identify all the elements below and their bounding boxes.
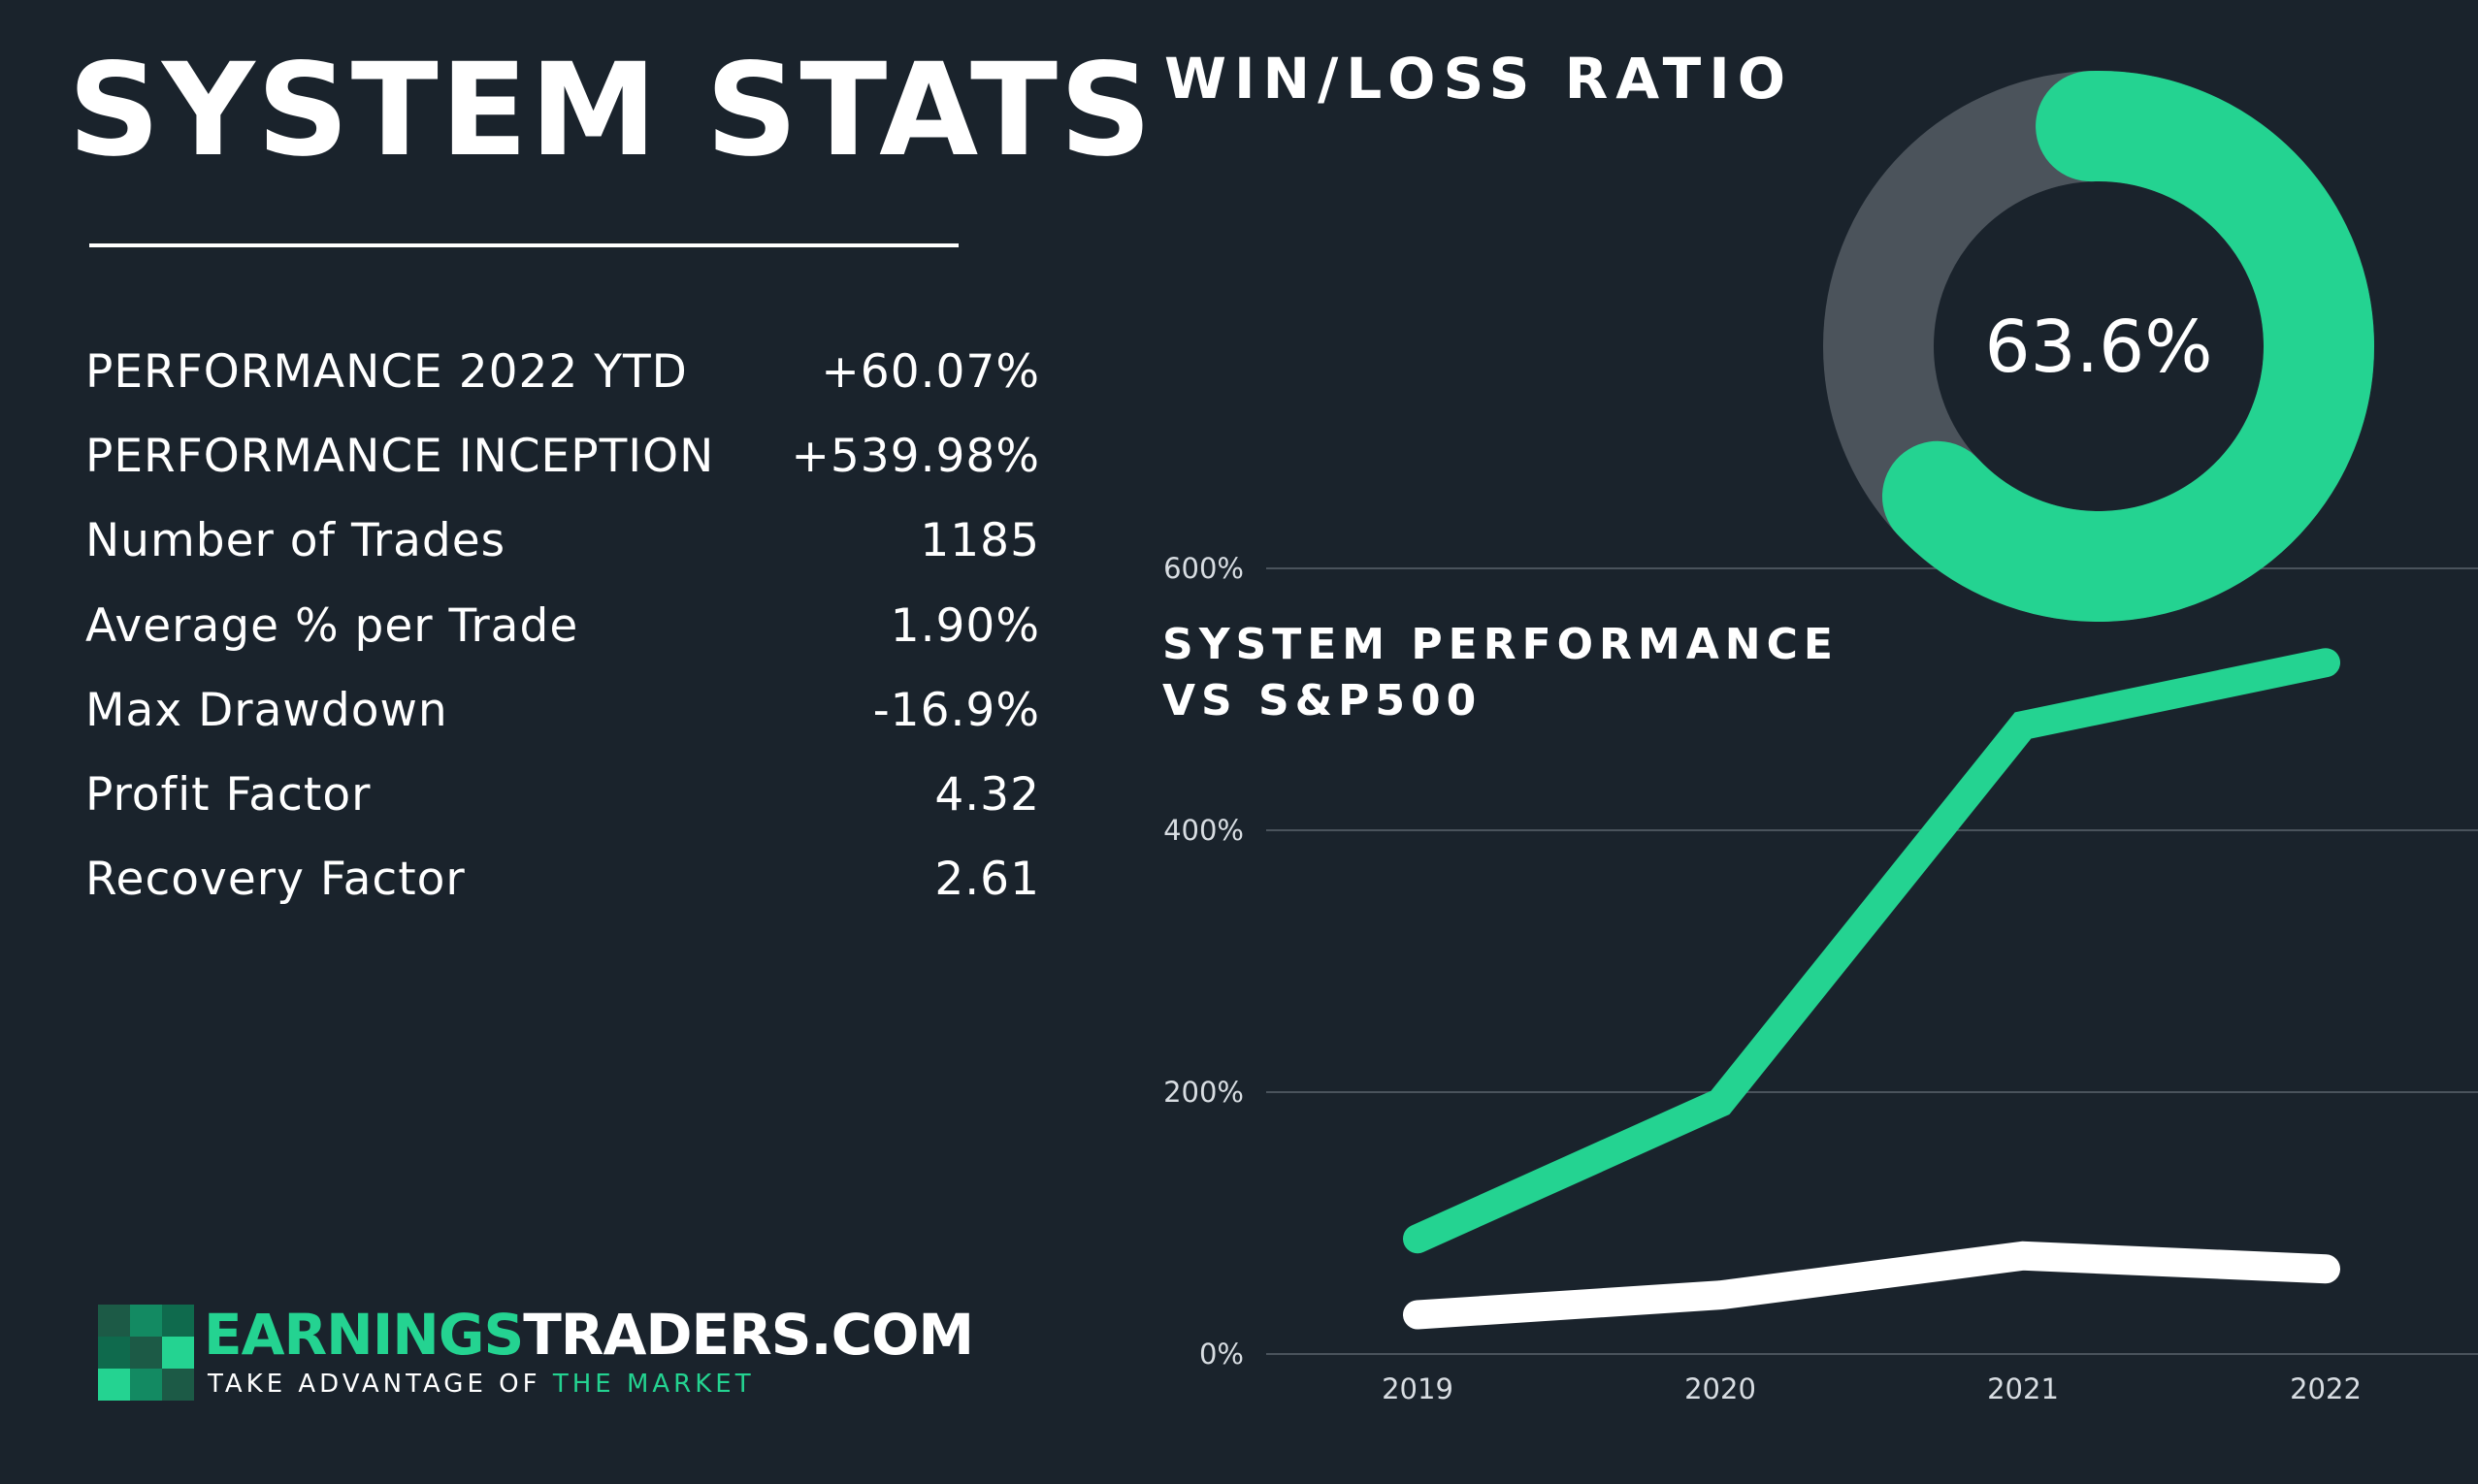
- x-tick-label: 2019: [1382, 1372, 1453, 1405]
- logo-checker-icon: [98, 1305, 194, 1401]
- series-line-system: [1403, 648, 2340, 1254]
- donut-win-arc: [1823, 70, 2374, 622]
- performance-title-line2: VS S&P500: [1162, 676, 1483, 726]
- performance-title-line1: SYSTEM PERFORMANCE: [1162, 620, 1839, 669]
- stat-row-profit-factor: Profit Factor 4.32: [85, 753, 1040, 837]
- stat-row-performance-ytd: PERFORMANCE 2022 YTD +60.07%: [85, 330, 1040, 414]
- y-tick-label: 400%: [1163, 814, 1244, 847]
- grid-layer: 0% 200% 400% 600% 2019 2020 2021 2022: [1163, 552, 2478, 1405]
- stat-label: Recovery Factor: [85, 853, 466, 907]
- stat-label: Number of Trades: [85, 514, 506, 568]
- stats-table: PERFORMANCE 2022 YTD +60.07% PERFORMANCE…: [85, 330, 1040, 921]
- series-line-sp500: [1403, 1241, 2340, 1330]
- stat-label: Max Drawdown: [85, 683, 448, 737]
- stat-value: 4.32: [934, 768, 1040, 823]
- y-tick-label: 600%: [1163, 552, 1244, 585]
- title-divider: [89, 243, 959, 247]
- stat-label: Profit Factor: [85, 768, 372, 823]
- stat-row-performance-inception: PERFORMANCE INCEPTION +539.98%: [85, 414, 1040, 499]
- logo: EARNINGSTRADERS.COM TAKE ADVANTAGE OF TH…: [98, 1305, 974, 1402]
- stat-label: PERFORMANCE INCEPTION: [85, 430, 715, 484]
- stat-value: 1185: [920, 514, 1040, 568]
- stat-row-average-per-trade: Average % per Trade 1.90%: [85, 584, 1040, 668]
- stat-row-number-of-trades: Number of Trades 1185: [85, 499, 1040, 583]
- stat-value: +60.07%: [821, 345, 1040, 400]
- win-loss-title: WIN/LOSS RATIO: [1164, 46, 1794, 112]
- logo-tagline-part2: THE MARKET: [540, 1370, 755, 1399]
- logo-name-part2: TRADERS.COM: [523, 1302, 974, 1368]
- x-tick-label: 2021: [1987, 1372, 2059, 1405]
- stat-label: PERFORMANCE 2022 YTD: [85, 345, 688, 400]
- y-tick-label: 200%: [1163, 1076, 1244, 1109]
- x-tick-label: 2020: [1684, 1372, 1756, 1405]
- logo-tagline-part1: TAKE ADVANTAGE OF: [208, 1370, 541, 1399]
- stat-value: -16.9%: [872, 683, 1040, 737]
- donut-chart: 63.6%: [1823, 70, 2374, 622]
- stat-row-recovery-factor: Recovery Factor 2.61: [85, 837, 1040, 921]
- logo-name-part1: EARNINGS: [204, 1302, 524, 1368]
- stat-value: +539.98%: [791, 430, 1040, 484]
- logo-tagline: TAKE ADVANTAGE OF THE MARKET: [208, 1370, 755, 1399]
- x-tick-label: 2022: [2290, 1372, 2362, 1405]
- logo-name: EARNINGSTRADERS.COM: [204, 1302, 974, 1368]
- performance-chart-title: SYSTEM PERFORMANCE VS S&P500: [1162, 617, 1839, 729]
- y-tick-label: 0%: [1199, 1338, 1244, 1371]
- stat-value: 1.90%: [890, 598, 1040, 653]
- stat-label: Average % per Trade: [85, 598, 579, 653]
- line-chart: [1403, 648, 2340, 1330]
- stat-row-max-drawdown: Max Drawdown -16.9%: [85, 668, 1040, 753]
- stat-value: 2.61: [934, 853, 1040, 907]
- page-title: SYSTEM STATS: [68, 36, 1155, 185]
- donut-center-label: 63.6%: [1984, 306, 2212, 389]
